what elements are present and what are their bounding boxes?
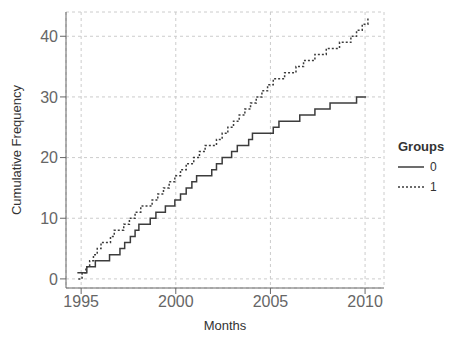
svg-text:2000: 2000 <box>158 293 194 310</box>
svg-text:2005: 2005 <box>253 293 289 310</box>
svg-text:Months: Months <box>204 318 247 333</box>
svg-text:Cumulative Frequency: Cumulative Frequency <box>9 84 24 215</box>
html-text:0: 0 <box>430 159 437 174</box>
html-text:Groups: Groups <box>398 138 445 154</box>
html-text:1: 1 <box>430 179 437 194</box>
svg-text:20: 20 <box>40 149 58 166</box>
svg-text:40: 40 <box>40 28 58 45</box>
svg-text:0: 0 <box>49 271 58 288</box>
svg-text:1995: 1995 <box>63 293 99 310</box>
svg-text:30: 30 <box>40 89 58 106</box>
svg-text:10: 10 <box>40 210 58 227</box>
svg-text:2010: 2010 <box>347 293 383 310</box>
